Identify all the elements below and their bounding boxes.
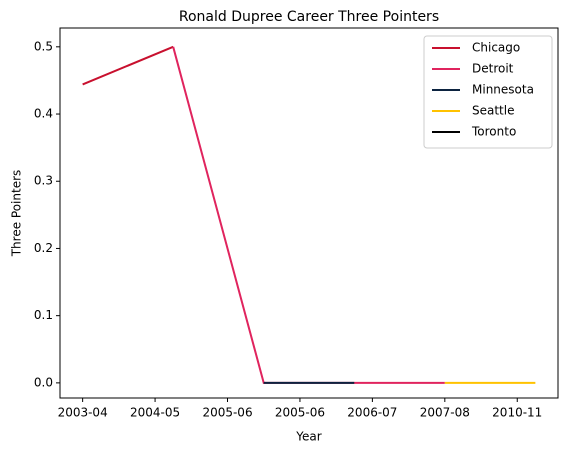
x-tick-label: 2005-06 [275,406,325,420]
x-tick-label: 2007-08 [420,406,470,420]
y-tick-label: 0.3 [34,174,53,188]
legend-label: Toronto [471,125,516,139]
y-axis-label: Three Pointers [10,170,24,258]
line-series [82,45,174,86]
y-tick-label: 0.1 [34,308,53,322]
x-tick-label: 2003-04 [58,406,108,420]
plot-frame [59,27,559,399]
legend-label: Minnesota [472,83,534,97]
x-tick-label: 2006-07 [347,406,397,420]
legend-label: Detroit [472,62,514,76]
x-tick-label: 2010-11 [492,406,542,420]
legend-label: Seattle [472,104,514,118]
legend-label: Chicago [472,41,520,55]
y-tick-label: 0.0 [34,375,53,389]
y-tick-label: 0.4 [34,107,53,121]
x-axis-label: Year [295,430,321,444]
y-tick-label: 0.2 [34,241,53,255]
legend-box [423,35,553,149]
x-tick-label: 2004-05 [130,406,180,420]
y-tick-label: 0.5 [34,39,53,53]
chart-title: Ronald Dupree Career Three Pointers [179,9,439,25]
x-tick-label: 2005-06 [202,406,252,420]
line-series [172,46,445,384]
